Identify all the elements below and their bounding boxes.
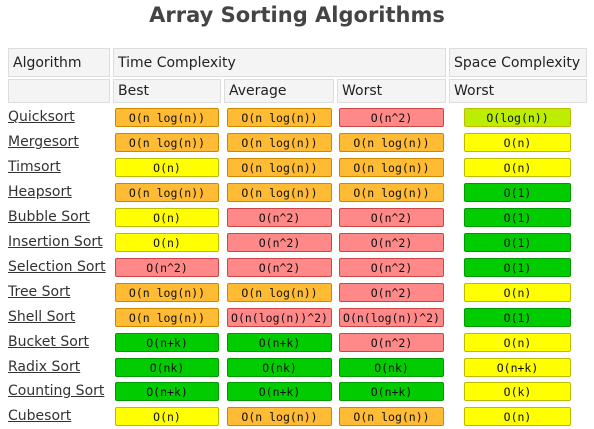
worst-complexity-badge: O(n log(n)) — [339, 183, 444, 202]
average-complexity-badge: O(n+k) — [227, 382, 332, 401]
worst-complexity-badge: O(n+k) — [339, 382, 444, 401]
space-complexity-badge: O(n+k) — [464, 358, 571, 377]
best-complexity-badge: O(n) — [115, 407, 219, 426]
average-complexity-badge: O(n^2) — [227, 233, 332, 252]
worst-complexity-badge: O(n log(n)) — [339, 133, 444, 152]
best-complexity-badge: O(n) — [115, 233, 219, 252]
algorithm-link[interactable]: Heapsort — [8, 184, 72, 200]
average-complexity-badge: O(n+k) — [227, 333, 332, 352]
average-complexity-badge: O(n log(n)) — [227, 407, 332, 426]
header-space-complexity: Space Complexity — [449, 48, 587, 77]
best-complexity-badge: O(n) — [115, 158, 219, 177]
header-space-worst: Worst — [449, 79, 587, 103]
algorithm-link[interactable]: Quicksort — [8, 109, 75, 125]
best-complexity-badge: O(n log(n)) — [115, 283, 219, 302]
algorithm-link[interactable]: Bubble Sort — [8, 209, 90, 225]
worst-complexity-badge: O(n^2) — [339, 208, 444, 227]
best-complexity-badge: O(n+k) — [115, 333, 219, 352]
algorithm-link[interactable]: Mergesort — [8, 134, 79, 150]
header-average: Average — [224, 79, 334, 103]
header-blank — [8, 79, 110, 103]
best-complexity-badge: O(n+k) — [115, 382, 219, 401]
space-complexity-badge: O(n) — [464, 133, 571, 152]
space-complexity-badge: O(k) — [464, 382, 571, 401]
space-complexity-badge: O(n) — [464, 333, 571, 352]
space-complexity-badge: O(1) — [464, 208, 571, 227]
space-complexity-badge: O(n) — [464, 158, 571, 177]
space-complexity-badge: O(n) — [464, 407, 571, 426]
header-time-complexity: Time Complexity — [113, 48, 446, 77]
space-complexity-badge: O(1) — [464, 258, 571, 277]
space-complexity-badge: O(1) — [464, 308, 571, 327]
space-complexity-badge: O(n) — [464, 283, 571, 302]
average-complexity-badge: O(n log(n)) — [227, 108, 332, 127]
algorithm-link[interactable]: Cubesort — [8, 408, 72, 424]
worst-complexity-badge: O(n log(n)) — [339, 407, 444, 426]
space-complexity-badge: O(1) — [464, 233, 571, 252]
best-complexity-badge: O(n log(n)) — [115, 183, 219, 202]
algorithm-link[interactable]: Radix Sort — [8, 359, 81, 375]
average-complexity-badge: O(n log(n)) — [227, 158, 332, 177]
header-algorithm: Algorithm — [8, 48, 110, 77]
page-title: Array Sorting Algorithms — [149, 3, 445, 27]
best-complexity-badge: O(n log(n)) — [115, 133, 219, 152]
worst-complexity-badge: O(n^2) — [339, 258, 444, 277]
space-complexity-badge: O(1) — [464, 183, 571, 202]
average-complexity-badge: O(n log(n)) — [227, 183, 332, 202]
algorithm-link[interactable]: Timsort — [8, 159, 61, 175]
worst-complexity-badge: O(n^2) — [339, 333, 444, 352]
best-complexity-badge: O(n^2) — [115, 258, 219, 277]
best-complexity-badge: O(n log(n)) — [115, 308, 219, 327]
average-complexity-badge: O(n log(n)) — [227, 133, 332, 152]
algorithm-link[interactable]: Selection Sort — [8, 259, 106, 275]
algorithm-link[interactable]: Counting Sort — [8, 383, 105, 399]
header-worst: Worst — [337, 79, 446, 103]
average-complexity-badge: O(n log(n)) — [227, 283, 332, 302]
algorithm-link[interactable]: Shell Sort — [8, 309, 76, 325]
space-complexity-badge: O(log(n)) — [464, 108, 571, 127]
worst-complexity-badge: O(n(log(n))^2) — [339, 308, 444, 327]
best-complexity-badge: O(nk) — [115, 358, 219, 377]
worst-complexity-badge: O(n log(n)) — [339, 158, 444, 177]
average-complexity-badge: O(nk) — [227, 358, 332, 377]
average-complexity-badge: O(n(log(n))^2) — [227, 308, 332, 327]
worst-complexity-badge: O(nk) — [339, 358, 444, 377]
best-complexity-badge: O(n) — [115, 208, 219, 227]
header-best: Best — [113, 79, 221, 103]
algorithm-link[interactable]: Insertion Sort — [8, 234, 103, 250]
worst-complexity-badge: O(n^2) — [339, 233, 444, 252]
best-complexity-badge: O(n log(n)) — [115, 108, 219, 127]
worst-complexity-badge: O(n^2) — [339, 283, 444, 302]
algorithm-link[interactable]: Tree Sort — [8, 284, 71, 300]
average-complexity-badge: O(n^2) — [227, 258, 332, 277]
algorithm-link[interactable]: Bucket Sort — [8, 334, 90, 350]
average-complexity-badge: O(n^2) — [227, 208, 332, 227]
worst-complexity-badge: O(n^2) — [339, 108, 444, 127]
